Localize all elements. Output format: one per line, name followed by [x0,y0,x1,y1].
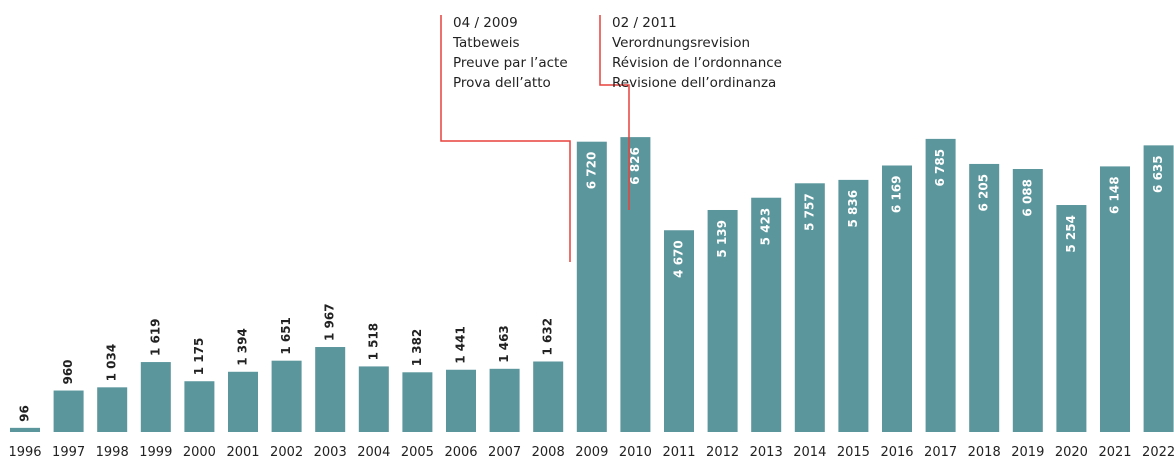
x-tick-label: 1997 [52,445,85,460]
value-label: 1 034 [105,344,119,382]
x-tick-label: 2008 [532,445,565,460]
bar [707,209,738,432]
value-label: 1 394 [236,328,250,366]
x-tick-label: 2000 [183,445,216,460]
bar [10,427,40,432]
value-label: 6 088 [1020,179,1034,217]
x-tick-label: 2004 [357,445,390,460]
x-tick-label: 2012 [706,445,739,460]
x-tick-label: 2015 [837,445,870,460]
value-label: 4 670 [672,240,686,278]
bar [184,381,215,432]
value-label: 6 720 [584,152,598,190]
bar [402,372,433,432]
value-label: 5 757 [802,193,816,231]
bar [1100,166,1130,432]
x-tick-label: 2011 [662,445,695,460]
value-label: 5 423 [759,208,773,246]
bar [358,366,389,432]
x-tick-label: 2021 [1098,445,1131,460]
x-tick-label: 2019 [1011,445,1044,460]
value-label: 1 175 [192,338,206,376]
x-tick-label: 1999 [139,445,172,460]
annotation-text: 02 / 2011 [612,15,677,31]
annotation-line [440,15,571,262]
value-label: 1 441 [454,326,468,364]
bar [533,361,564,432]
annotation-text: Prova dell’atto [453,75,551,91]
bar [620,137,651,432]
value-label: 1 619 [148,318,162,356]
value-label: 6 785 [933,149,947,187]
bar [969,163,1000,432]
x-tick-label: 2009 [575,445,608,460]
bar [489,368,520,432]
bar [838,179,869,432]
value-label: 1 463 [497,325,511,363]
value-label: 1 632 [541,318,555,356]
x-tick-label: 2003 [314,445,347,460]
value-label: 6 148 [1108,176,1122,214]
bar [1056,205,1087,432]
bar [925,138,956,432]
value-label: 6 635 [1151,155,1165,193]
x-tick-label: 2014 [793,445,826,460]
bar [1143,145,1174,433]
value-label: 6 169 [890,175,904,213]
x-tick-label: 2002 [270,445,303,460]
x-tick-label: 2016 [880,445,913,460]
bar [576,141,607,433]
annotation-text: Tatbeweis [452,35,520,51]
x-tick-label: 1998 [96,445,129,460]
x-tick-label: 2022 [1142,445,1174,460]
annotation-line [599,15,630,210]
annotation-text: 04 / 2009 [453,15,518,31]
x-tick-label: 2007 [488,445,521,460]
annotation-text: Révision de l’ordonnance [612,55,782,71]
bar [794,183,825,432]
x-tick-label: 2010 [619,445,652,460]
annotation-text: Revisione dell’ordinanza [612,75,776,91]
x-tick-label: 2006 [444,445,477,460]
annotation-text: Preuve par l’acte [453,55,568,71]
bar [140,362,171,432]
value-label: 1 651 [279,317,293,355]
value-label: 5 254 [1064,215,1078,253]
bar [97,387,128,432]
value-label: 5 139 [715,220,729,258]
bar [53,390,84,432]
bar [664,230,694,432]
value-label: 6 826 [628,147,642,185]
bar [1012,168,1043,432]
bar [228,371,258,432]
x-tick-label: 2020 [1055,445,1088,460]
x-tick-label: 1996 [8,445,41,460]
value-label: 1 518 [366,323,380,361]
bar [882,165,912,432]
x-tick-label: 2001 [226,445,259,460]
value-label: 960 [61,359,75,384]
x-tick-label: 2018 [968,445,1001,460]
x-tick-label: 2013 [750,445,783,460]
x-tick-label: 2017 [924,445,957,460]
value-label: 96 [18,405,32,422]
x-tick-label: 2005 [401,445,434,460]
bar [446,369,476,432]
value-label: 5 836 [846,190,860,228]
value-label: 6 205 [977,174,991,212]
annotation-text: Verordnungsrevision [612,35,750,51]
bar [751,197,782,432]
bar [315,347,346,432]
value-label: 1 967 [323,303,337,341]
bar [271,360,302,432]
value-label: 1 382 [410,329,424,367]
